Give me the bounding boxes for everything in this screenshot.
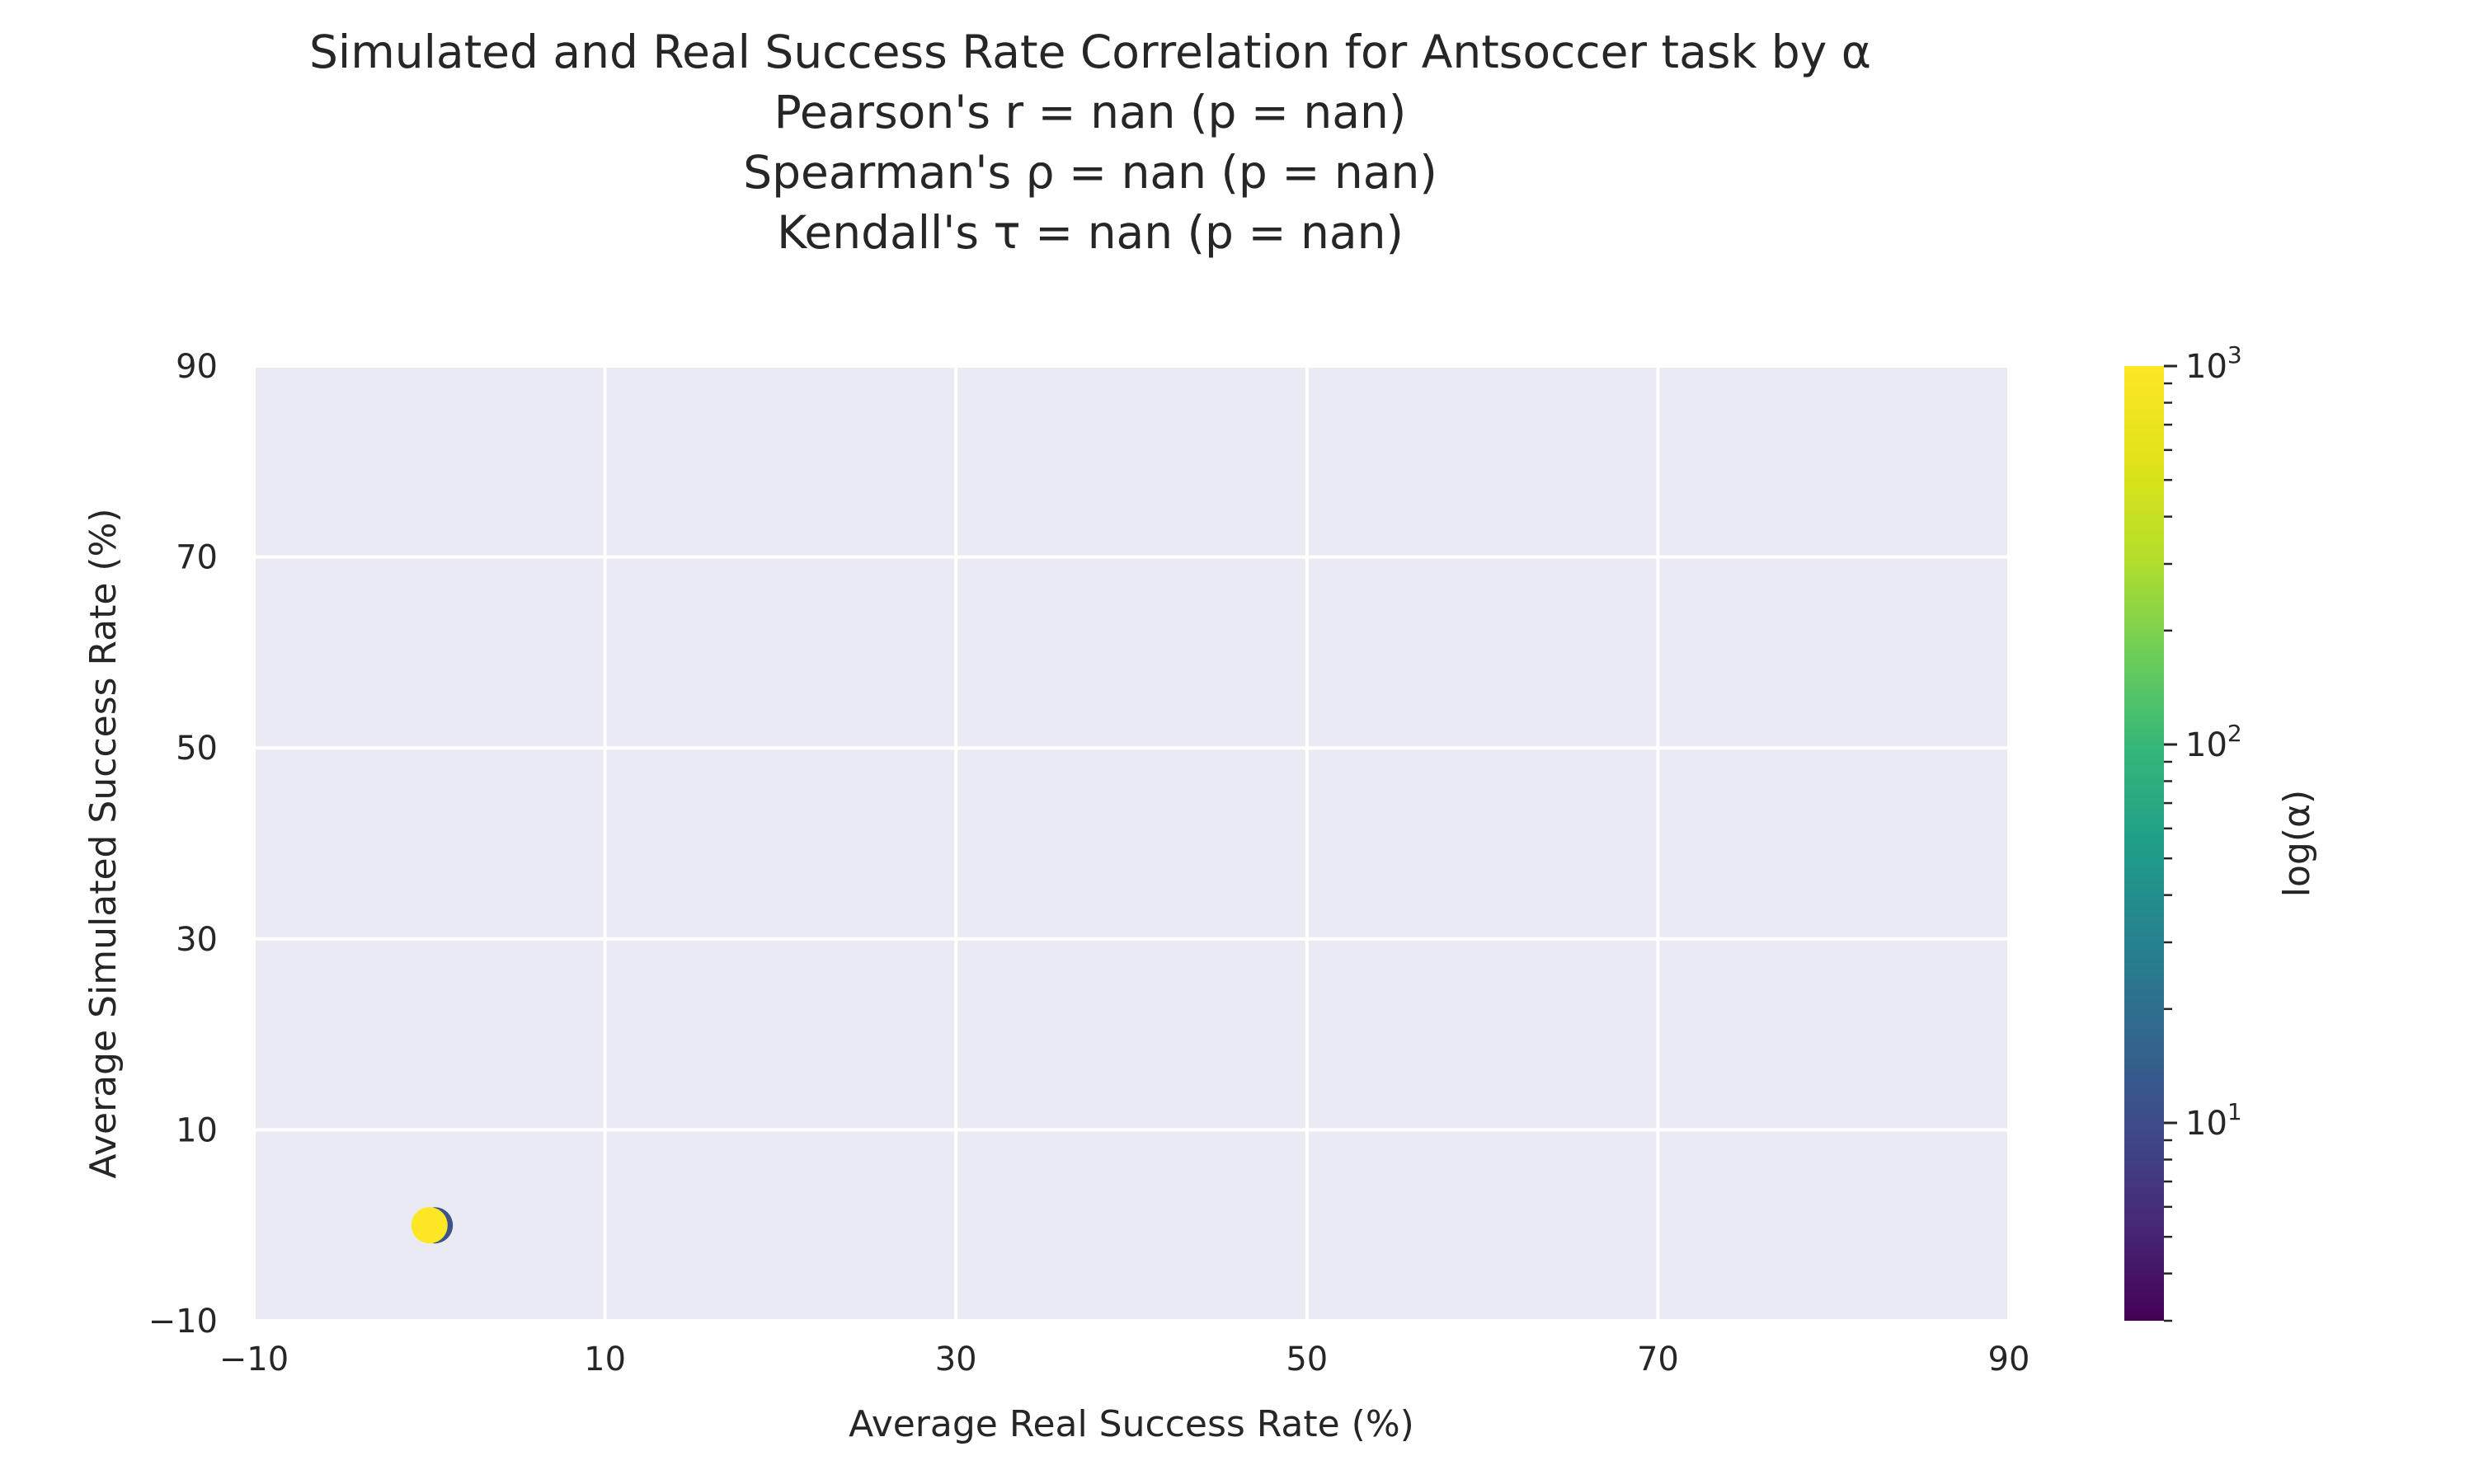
x-tick-label: −10 [219,1341,289,1378]
x-tick-label: 90 [1988,1341,2030,1378]
plot-area [254,366,2009,1321]
grid-lines [252,364,2011,1322]
x-tick-label: 10 [584,1341,626,1378]
y-tick-labels: −10 10 30 50 70 90 [148,348,218,1341]
x-tick-label: 30 [935,1341,977,1378]
y-tick-label: 90 [176,348,218,386]
title-line-4: Kendall's τ = nan (p = nan) [777,206,1404,259]
y-tick-label: −10 [148,1303,218,1341]
scatter-points [411,1207,454,1244]
x-tick-labels: −10 10 30 50 70 90 [219,1341,2030,1378]
y-tick-label: 30 [176,921,218,959]
y-tick-label: 50 [176,730,218,768]
x-axis-label: Average Real Success Rate (%) [849,1403,1414,1445]
chart-title: Simulated and Real Success Rate Correlat… [309,26,1871,259]
colorbar-tick-label: 103 [2185,341,2242,386]
title-line-2: Pearson's r = nan (p = nan) [774,86,1407,139]
y-tick-label: 70 [176,539,218,577]
title-line-3: Spearman's ρ = nan (p = nan) [743,146,1437,199]
colorbar-label: log(α) [2276,790,2318,897]
colorbar-tick-label: 102 [2185,720,2242,764]
colorbar [2124,366,2164,1321]
scatter-point-1 [411,1207,448,1244]
y-tick-label: 10 [176,1111,218,1149]
x-tick-label: 50 [1286,1341,1328,1378]
x-tick-label: 70 [1637,1341,1679,1378]
title-line-1: Simulated and Real Success Rate Correlat… [309,26,1871,78]
colorbar-ticks: 101 102 103 [2164,341,2242,1322]
y-axis-label: Average Simulated Success Rate (%) [82,508,125,1178]
colorbar-tick-label: 101 [2185,1098,2242,1143]
